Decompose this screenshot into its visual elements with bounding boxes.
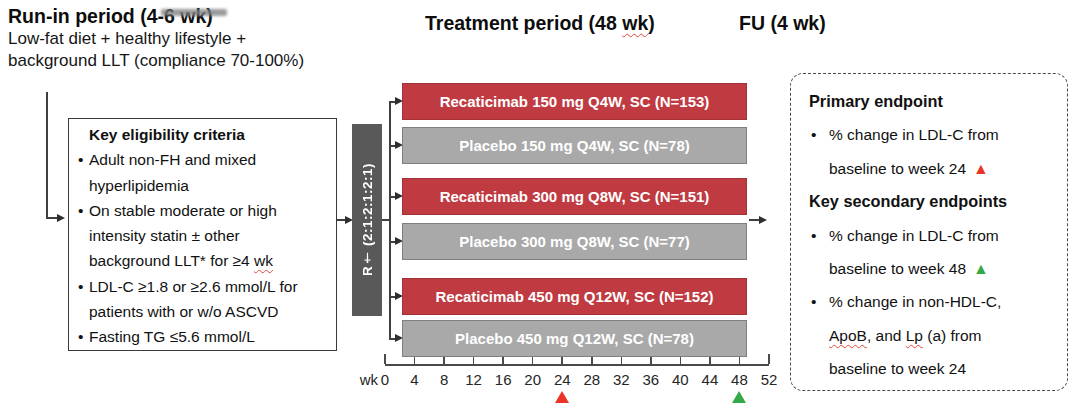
axis-tick: [473, 357, 475, 364]
red-triangle-icon: ▲: [973, 160, 989, 177]
treatment-period-heading: Treatment period (48 wk): [425, 12, 655, 35]
arm-label: Recaticimab 300 mg Q8W, SC (N=151): [440, 188, 710, 205]
cropped-text-artifact: [161, 9, 227, 16]
run-in-description-line1: Low-fat diet + healthy lifestyle +: [8, 29, 246, 49]
bullet-icon: •: [78, 324, 83, 349]
randomization-to-branch-line: [382, 219, 390, 221]
endpoint-item-line: baseline to week 48▲: [809, 252, 1059, 285]
placebo-arm-bar: Placebo 150 mg Q4W, SC (N=78): [402, 127, 747, 164]
arm-label: Placebo 450 mg Q12W, SC (N=78): [455, 330, 694, 347]
axis-tick-label: 52: [756, 371, 782, 388]
recaticimab-arm-bar: Recaticimab 300 mg Q8W, SC (N=151): [402, 178, 747, 215]
eligibility-item-line: •On stable moderate or high: [77, 198, 330, 223]
bullet-icon: •: [811, 285, 816, 318]
spellcheck-squiggle: Lp: [906, 327, 923, 344]
spellcheck-squiggle: ApoB: [829, 327, 867, 344]
endpoint-section-title: Primary endpoint: [809, 85, 1059, 118]
endpoints-box: Primary endpoint•% change in LDL-C fromb…: [790, 73, 1068, 391]
arm-label: Placebo 150 mg Q4W, SC (N=78): [459, 137, 690, 154]
follow-up-heading: FU (4 wk): [739, 12, 826, 35]
axis-tick-label: 40: [667, 371, 693, 388]
recaticimab-arm-bar: Recaticimab 150 mg Q4W, SC (N=153): [402, 83, 747, 120]
randomization-bar: R† (2:1:2:1:2:1): [352, 124, 382, 316]
green-triangle-icon: ▲: [973, 260, 989, 277]
bullet-icon: •: [78, 274, 83, 299]
axis-tick-label: 36: [638, 371, 664, 388]
bullet-icon: •: [811, 118, 816, 151]
axis-tick: [414, 357, 416, 364]
arms-to-endpoints-arrowhead-icon: [759, 216, 767, 224]
axis-tick: [680, 357, 682, 364]
axis-tick-label: 8: [431, 371, 457, 388]
placebo-arm-bar: Placebo 300 mg Q8W, SC (N=77): [402, 223, 747, 260]
axis-tick-label: 24: [549, 371, 575, 388]
endpoint-item-line: •% change in LDL-C from: [809, 118, 1059, 151]
axis-baseline: [385, 364, 769, 366]
axis-tick-label: 4: [402, 371, 428, 388]
axis-tick-label: 0: [372, 371, 398, 388]
axis-tick-label: 16: [490, 371, 516, 388]
green-triangle-icon: [732, 391, 746, 403]
red-triangle-icon: [555, 391, 569, 403]
axis-tick-label: 44: [697, 371, 723, 388]
bullet-icon: •: [811, 219, 816, 252]
eligibility-title: Key eligibility criteria: [77, 122, 330, 147]
recaticimab-arm-bar: Recaticimab 450 mg Q12W, SC (N=152): [402, 278, 747, 315]
arm-label: Recaticimab 150 mg Q4W, SC (N=153): [440, 93, 710, 110]
spellcheck-squiggle: wk: [254, 252, 273, 269]
endpoint-section-title: Key secondary endpoints: [809, 185, 1059, 218]
arm-label: Placebo 300 mg Q8W, SC (N=77): [459, 233, 690, 250]
axis-tick: [709, 357, 711, 364]
endpoint-item-line: ApoB, and Lp (a) from: [809, 319, 1059, 352]
axis-tick: [532, 357, 534, 364]
eligibility-item-line: patients with or w/o ASCVD: [77, 299, 330, 324]
eligibility-item-line: intensity statin ± other: [77, 223, 330, 248]
eligibility-item-line: •Adult non-FH and mixed: [77, 147, 330, 172]
study-design-figure: Run-in period (4-6 wk) Low-fat diet + he…: [0, 0, 1080, 413]
endpoint-item-line: •% change in non-HDL-C,: [809, 285, 1059, 318]
axis-tick: [384, 354, 386, 364]
axis-tick: [621, 357, 623, 364]
axis-tick-label: 48: [726, 371, 752, 388]
eligibility-item-line: background LLT* for ≥4 wk: [77, 248, 330, 273]
eligibility-item-line: •LDL-C ≥1.8 or ≥2.6 mmol/L for: [77, 274, 330, 299]
run-in-description-line2: background LLT (compliance 70-100%): [8, 51, 304, 71]
axis-tick: [650, 357, 652, 364]
axis-tick-label: 20: [520, 371, 546, 388]
endpoint-item-line: •% change in LDL-C from: [809, 219, 1059, 252]
axis-tick-label: 32: [608, 371, 634, 388]
run-in-connector-vertical: [46, 92, 48, 218]
eligibility-criteria-box: Key eligibility criteria •Adult non-FH a…: [68, 118, 337, 351]
endpoint-item-line: baseline to week 24▲: [809, 152, 1059, 185]
axis-tick-label: 12: [461, 371, 487, 388]
placebo-arm-bar: Placebo 450 mg Q12W, SC (N=78): [402, 320, 747, 357]
axis-tick: [443, 357, 445, 364]
axis-tick: [591, 357, 593, 364]
endpoint-item-line: baseline to week 24: [809, 352, 1059, 385]
axis-tick: [502, 357, 504, 364]
arm-label: Recaticimab 450 mg Q12W, SC (N=152): [435, 288, 713, 305]
run-in-arrowhead-icon: [57, 214, 65, 222]
eligibility-list: •Adult non-FH and mixedhyperlipidemia•On…: [77, 147, 330, 349]
axis-tick: [768, 354, 770, 364]
eligibility-item-line: hyperlipidemia: [77, 173, 330, 198]
randomization-label: R† (2:1:2:1:2:1): [360, 163, 375, 276]
bullet-icon: •: [78, 147, 83, 172]
axis-tick: [561, 357, 563, 364]
axis-tick-label: 28: [579, 371, 605, 388]
spellcheck-squiggle: wk: [622, 12, 648, 34]
axis-tick: [739, 357, 741, 364]
eligibility-item-line: •Fasting TG ≤5.6 mmol/L: [77, 324, 330, 349]
bullet-icon: •: [78, 198, 83, 223]
